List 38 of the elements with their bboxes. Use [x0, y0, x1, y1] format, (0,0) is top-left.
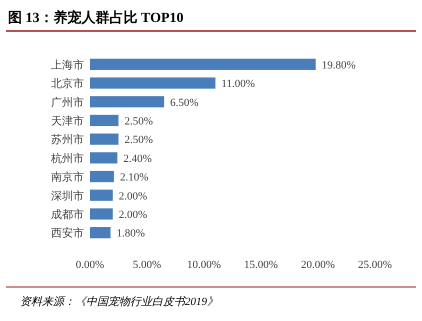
y-tick-label: 上海市: [51, 58, 84, 72]
bar: [90, 134, 118, 145]
data-label: 2.00%: [118, 190, 148, 202]
y-tick-label: 北京市: [51, 77, 84, 90]
y-tick-label: 苏州市: [51, 133, 84, 146]
data-label: 1.80%: [116, 228, 145, 240]
data-label: 6.50%: [170, 96, 199, 109]
bar: [90, 227, 111, 238]
data-label: 2.50%: [124, 134, 153, 146]
y-tick-label: 成都市: [51, 208, 84, 221]
x-tick-label: 5.00%: [132, 259, 162, 271]
y-tick-label: 杭州市: [50, 152, 84, 165]
chart-title: 图 13：养宠人群占比 TOP10: [8, 9, 184, 26]
y-tick-label: 天津市: [51, 114, 84, 128]
data-label: 19.80%: [322, 59, 356, 72]
bar: [90, 114, 118, 126]
x-tick-label: 20.00%: [301, 259, 335, 271]
text: 资料来源：《中国宠物行业白皮书2019》: [20, 295, 218, 308]
y-tick-label: 广州市: [51, 96, 84, 109]
x-tick-label: 10.00%: [187, 259, 221, 271]
bar: [90, 58, 316, 70]
data-label: 11.00%: [221, 78, 255, 90]
x-tick-label: 0.00%: [76, 259, 104, 271]
y-tick-label: 西安市: [51, 226, 84, 240]
x-tick-label: 25.00%: [358, 259, 392, 271]
bar: [90, 96, 164, 108]
data-label: 2.40%: [123, 152, 152, 165]
bar: [90, 190, 113, 201]
bar: [90, 208, 113, 220]
data-label: 2.00%: [118, 208, 148, 221]
bar: [90, 152, 118, 164]
y-tick-label: 深圳市: [51, 189, 84, 202]
y-tick-label: 南京市: [51, 170, 84, 184]
data-label: 2.10%: [120, 172, 148, 184]
data-label: 2.50%: [124, 115, 153, 128]
bar: [90, 77, 216, 89]
bar: [90, 170, 114, 182]
x-tick-label: 15.00%: [244, 259, 278, 271]
